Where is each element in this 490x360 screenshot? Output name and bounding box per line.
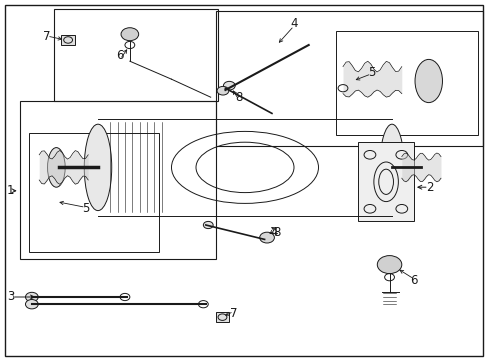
Text: 4: 4 xyxy=(290,17,298,30)
Text: 3: 3 xyxy=(7,291,15,303)
Bar xyxy=(54,9,218,101)
Ellipse shape xyxy=(377,256,402,274)
Ellipse shape xyxy=(25,292,38,302)
Bar xyxy=(29,133,159,252)
Text: 8: 8 xyxy=(235,91,243,104)
Ellipse shape xyxy=(48,148,65,187)
Text: 6: 6 xyxy=(116,49,124,62)
Bar xyxy=(20,101,216,259)
Ellipse shape xyxy=(217,86,229,95)
Bar xyxy=(61,35,75,45)
Text: 5: 5 xyxy=(82,202,90,215)
Text: 6: 6 xyxy=(410,274,418,287)
Text: 4: 4 xyxy=(270,226,278,239)
Text: 5: 5 xyxy=(368,66,375,78)
Ellipse shape xyxy=(84,124,112,211)
Ellipse shape xyxy=(223,81,235,90)
Ellipse shape xyxy=(380,124,404,211)
Ellipse shape xyxy=(415,59,442,103)
Ellipse shape xyxy=(260,232,274,243)
Bar xyxy=(358,142,414,221)
Bar xyxy=(216,11,483,146)
Text: 7: 7 xyxy=(43,30,51,42)
Bar xyxy=(336,31,478,135)
Text: 7: 7 xyxy=(230,307,238,320)
Ellipse shape xyxy=(121,28,139,41)
Ellipse shape xyxy=(25,300,38,309)
Text: 1: 1 xyxy=(7,184,15,197)
Text: 2: 2 xyxy=(426,181,434,194)
Text: 8: 8 xyxy=(273,226,281,239)
Ellipse shape xyxy=(203,221,213,229)
Bar xyxy=(216,312,229,322)
